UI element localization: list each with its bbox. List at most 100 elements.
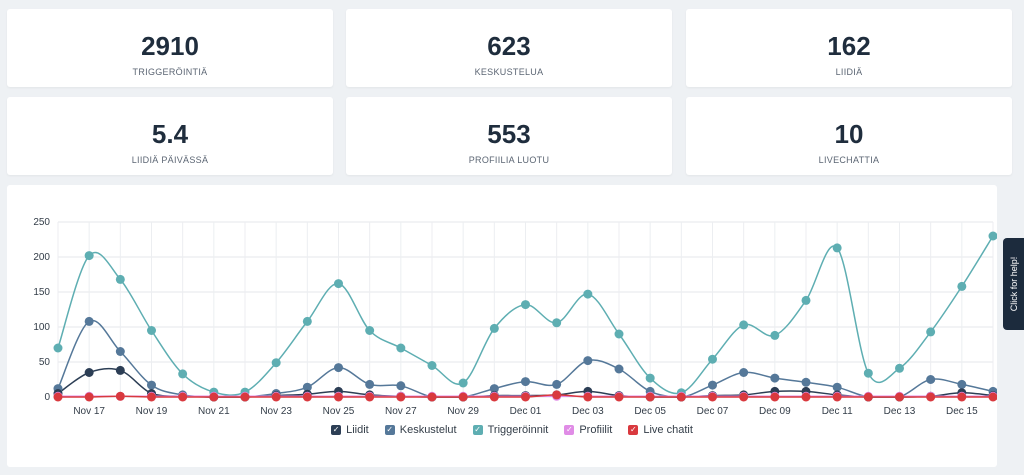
data-point[interactable] [521,392,530,402]
y-tick-label: 150 [33,287,50,298]
data-point[interactable] [801,392,811,402]
legend-label: Live chatit [643,424,693,436]
data-point[interactable] [115,391,125,401]
data-point[interactable] [53,392,63,402]
line-chart: 0 50 100 150 200 250 Nov 17 Nov 19 Nov 21 Nov 23 N… [33,217,998,417]
checkbox-icon: ✓ [384,425,395,435]
data-point[interactable] [147,392,156,402]
data-point[interactable] [178,392,188,402]
data-point[interactable] [988,231,998,241]
data-point[interactable] [832,243,842,253]
stat-card-conversations: 623 KESKUSTELUA [346,9,672,87]
data-point[interactable] [552,318,562,328]
data-point[interactable] [396,381,406,391]
data-point[interactable] [801,377,811,387]
data-point[interactable] [302,392,312,402]
stat-card-profiles: 553 PROFIILIA LUOTU [346,97,672,175]
data-point[interactable] [365,379,375,389]
data-point[interactable] [209,392,219,402]
data-point[interactable] [334,363,343,373]
data-point[interactable] [988,392,998,402]
data-point[interactable] [302,382,312,392]
y-tick-label: 200 [33,252,50,263]
data-point[interactable] [583,289,593,299]
data-point[interactable] [115,274,125,284]
data-point[interactable] [957,379,967,389]
stat-value: 10 [834,119,864,149]
stat-card-leads-per-day: 5.4 LIIDIÄ PÄIVÄSSÄ [7,97,333,175]
data-point[interactable] [489,323,499,333]
data-point[interactable] [739,392,749,402]
data-point[interactable] [614,329,624,339]
data-point[interactable] [427,361,437,370]
data-point[interactable] [895,392,904,402]
data-point[interactable] [614,364,624,374]
x-tick-label: Dec 11 [822,406,853,417]
data-point[interactable] [583,392,593,402]
data-point[interactable] [53,343,63,353]
data-point[interactable] [178,369,188,379]
data-point[interactable] [832,382,842,392]
data-point[interactable] [926,392,936,402]
data-point[interactable] [302,316,312,326]
data-point[interactable] [458,392,468,402]
data-point[interactable] [645,373,655,383]
data-point[interactable] [770,373,780,383]
data-point[interactable] [396,343,406,353]
stat-value: 162 [827,31,871,61]
data-point[interactable] [739,368,749,377]
data-point[interactable] [521,300,530,310]
data-point[interactable] [552,379,562,389]
data-point[interactable] [334,392,343,402]
data-point[interactable] [147,380,156,390]
y-tick-label: 50 [39,357,51,368]
data-point[interactable] [334,279,343,289]
data-point[interactable] [521,377,530,387]
data-point[interactable] [115,347,125,356]
data-point[interactable] [676,392,686,402]
chart-card: 0 50 100 150 200 250 Nov 17 Nov 19 Nov 21 Nov 23 N… [7,185,997,467]
data-point[interactable] [458,378,468,388]
data-point[interactable] [645,392,655,402]
data-point[interactable] [708,392,717,402]
data-point[interactable] [957,281,967,291]
data-point[interactable] [115,365,125,375]
help-tab-button[interactable]: Click for help! [1003,238,1024,330]
data-point[interactable] [365,392,375,402]
data-point[interactable] [926,375,936,384]
data-point[interactable] [396,392,406,402]
data-point[interactable] [552,390,562,400]
legend-label: Liidit [346,424,369,436]
legend-item[interactable]: ✓ Live chatit [628,424,693,436]
legend-item[interactable]: ✓ Liidit [331,424,369,436]
data-point[interactable] [489,392,499,402]
data-point[interactable] [84,368,94,377]
data-point[interactable] [489,384,499,394]
data-point[interactable] [614,392,624,402]
data-point[interactable] [583,356,593,366]
data-point[interactable] [240,392,250,402]
data-point[interactable] [84,392,94,402]
data-point[interactable] [271,358,281,368]
data-point[interactable] [863,368,873,378]
data-point[interactable] [801,295,811,305]
data-point[interactable] [770,392,780,402]
data-point[interactable] [365,326,375,335]
legend-item[interactable]: ✓ Keskustelut [384,424,457,436]
data-point[interactable] [271,392,281,402]
legend-item[interactable]: ✓ Triggeröinnit [472,424,548,436]
data-point[interactable] [770,330,780,340]
data-point[interactable] [708,380,717,390]
data-point[interactable] [427,392,437,402]
data-point[interactable] [957,392,967,402]
data-point[interactable] [895,363,904,373]
data-point[interactable] [832,392,842,402]
data-point[interactable] [84,251,94,261]
data-point[interactable] [739,320,749,330]
data-point[interactable] [926,327,936,337]
data-point[interactable] [863,392,873,402]
data-point[interactable] [84,316,94,326]
data-point[interactable] [147,326,156,335]
data-point[interactable] [708,354,717,364]
legend-item[interactable]: ✓ Profiilit [564,424,612,436]
